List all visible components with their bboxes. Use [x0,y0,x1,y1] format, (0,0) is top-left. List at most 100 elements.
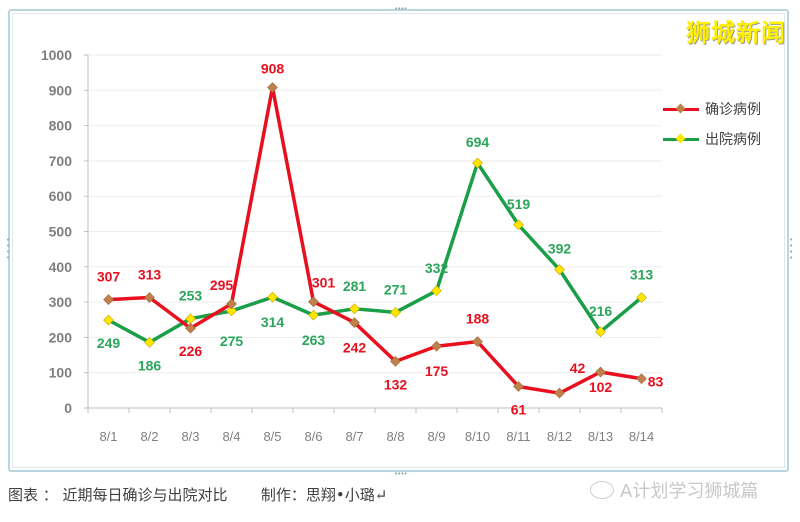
data-point-marker [554,264,565,275]
data-label: 249 [97,335,121,351]
data-point-marker [431,340,442,352]
x-tick-label: 8/6 [304,429,322,444]
x-tick-label: 8/7 [345,429,363,444]
data-label: 263 [302,332,326,348]
data-label: 216 [589,303,613,319]
data-point-marker [636,373,647,385]
watermark-text: A计划学习狮城篇 [620,481,759,502]
data-point-marker [185,313,196,325]
data-label: 186 [138,357,162,373]
data-label: 226 [179,343,203,359]
data-point-marker [472,157,483,169]
x-tick-label: 8/3 [181,429,199,444]
legend-item-discharged: 出院病例 [663,124,761,154]
x-tick-label: 8/13 [588,429,613,444]
y-tick-label: 400 [49,259,73,275]
data-point-marker [390,356,401,367]
data-point-marker [349,303,360,315]
x-tick-label: 8/10 [465,429,490,444]
series-line [108,85,642,395]
data-point-marker [103,294,114,306]
data-point-marker [636,292,647,303]
x-tick-label: 8/1 [99,429,117,444]
data-label: 332 [425,260,449,276]
data-point-marker [226,298,237,310]
data-point-marker [103,314,114,326]
legend-item-confirmed: 确诊病例 [663,94,761,124]
x-tick-label: 8/5 [263,429,281,444]
legend-line-marker-icon [663,132,699,146]
data-label: 295 [210,277,234,293]
chart-legend: 确诊病例 出院病例 [663,94,761,154]
data-label: 694 [466,134,490,150]
data-point-marker [431,285,442,297]
data-point-marker [513,381,524,392]
legend-label: 出院病例 [705,132,761,148]
resize-handle-left[interactable]: • • • • [6,236,10,262]
wechat-icon [590,481,614,499]
figure-caption: 图表 ： 近期每日确诊与出院对比 制作：思翔•小璐↵ [8,486,388,504]
data-point-marker [554,387,565,399]
data-label: 175 [425,363,449,379]
watermark: A计划学习狮城篇 [590,477,758,503]
data-point-marker [226,305,237,317]
data-label: 307 [97,269,121,285]
data-point-marker [144,336,155,348]
x-tick-label: 8/8 [386,429,404,444]
data-label: 392 [548,241,572,257]
data-label: 271 [384,281,408,297]
data-label: 188 [466,311,490,327]
y-tick-label: 500 [49,224,73,240]
series-line [107,161,643,345]
data-label: 42 [570,360,586,376]
data-label: 281 [343,278,367,294]
data-point-marker [513,219,524,231]
data-label: 83 [648,374,664,390]
x-tick-label: 8/2 [140,429,158,444]
y-tick-label: 300 [49,294,73,310]
resize-handle-right[interactable]: • • • • [789,236,793,262]
data-point-marker [595,366,606,378]
data-label: 314 [261,314,285,330]
x-tick-label: 8/4 [222,429,240,444]
data-point-marker [144,292,155,303]
data-point-marker [267,291,278,303]
data-point-marker [267,82,278,93]
x-tick-label: 8/12 [547,429,572,444]
y-tick-label: 600 [49,188,73,204]
resize-handle-top[interactable]: •••• [394,5,407,13]
chart-frame[interactable] [8,9,789,472]
data-point-marker [390,306,401,318]
y-tick-label: 700 [49,153,73,169]
data-point-marker [308,296,319,308]
legend-label: 确诊病例 [705,102,761,118]
data-label: 301 [312,275,336,291]
data-label: 253 [179,288,203,304]
x-tick-label: 8/9 [427,429,445,444]
data-label: 61 [511,401,527,417]
data-point-marker [595,326,606,338]
resize-handle-bottom[interactable]: •••• [394,470,407,478]
y-tick-label: 1000 [41,47,72,63]
data-point-marker [472,336,483,348]
x-tick-label: 8/11 [506,429,530,444]
brand-logo-text: 狮城新闻 [686,19,786,47]
x-tick-label: 8/14 [629,429,654,444]
data-label: 908 [261,60,285,76]
data-point-marker [349,317,360,328]
data-label: 102 [589,379,613,395]
chart-frame-inner [12,13,785,468]
data-point-marker [185,322,196,334]
data-label: 519 [507,196,531,212]
data-label: 313 [138,267,162,283]
data-label: 132 [384,376,408,392]
data-point-marker [308,309,319,321]
legend-line-marker-icon [663,102,699,116]
y-tick-label: 900 [49,82,73,98]
y-tick-label: 0 [64,400,72,416]
y-tick-label: 800 [49,118,73,134]
data-label: 242 [343,340,367,356]
y-tick-label: 100 [49,365,73,381]
data-label: 313 [630,267,654,283]
